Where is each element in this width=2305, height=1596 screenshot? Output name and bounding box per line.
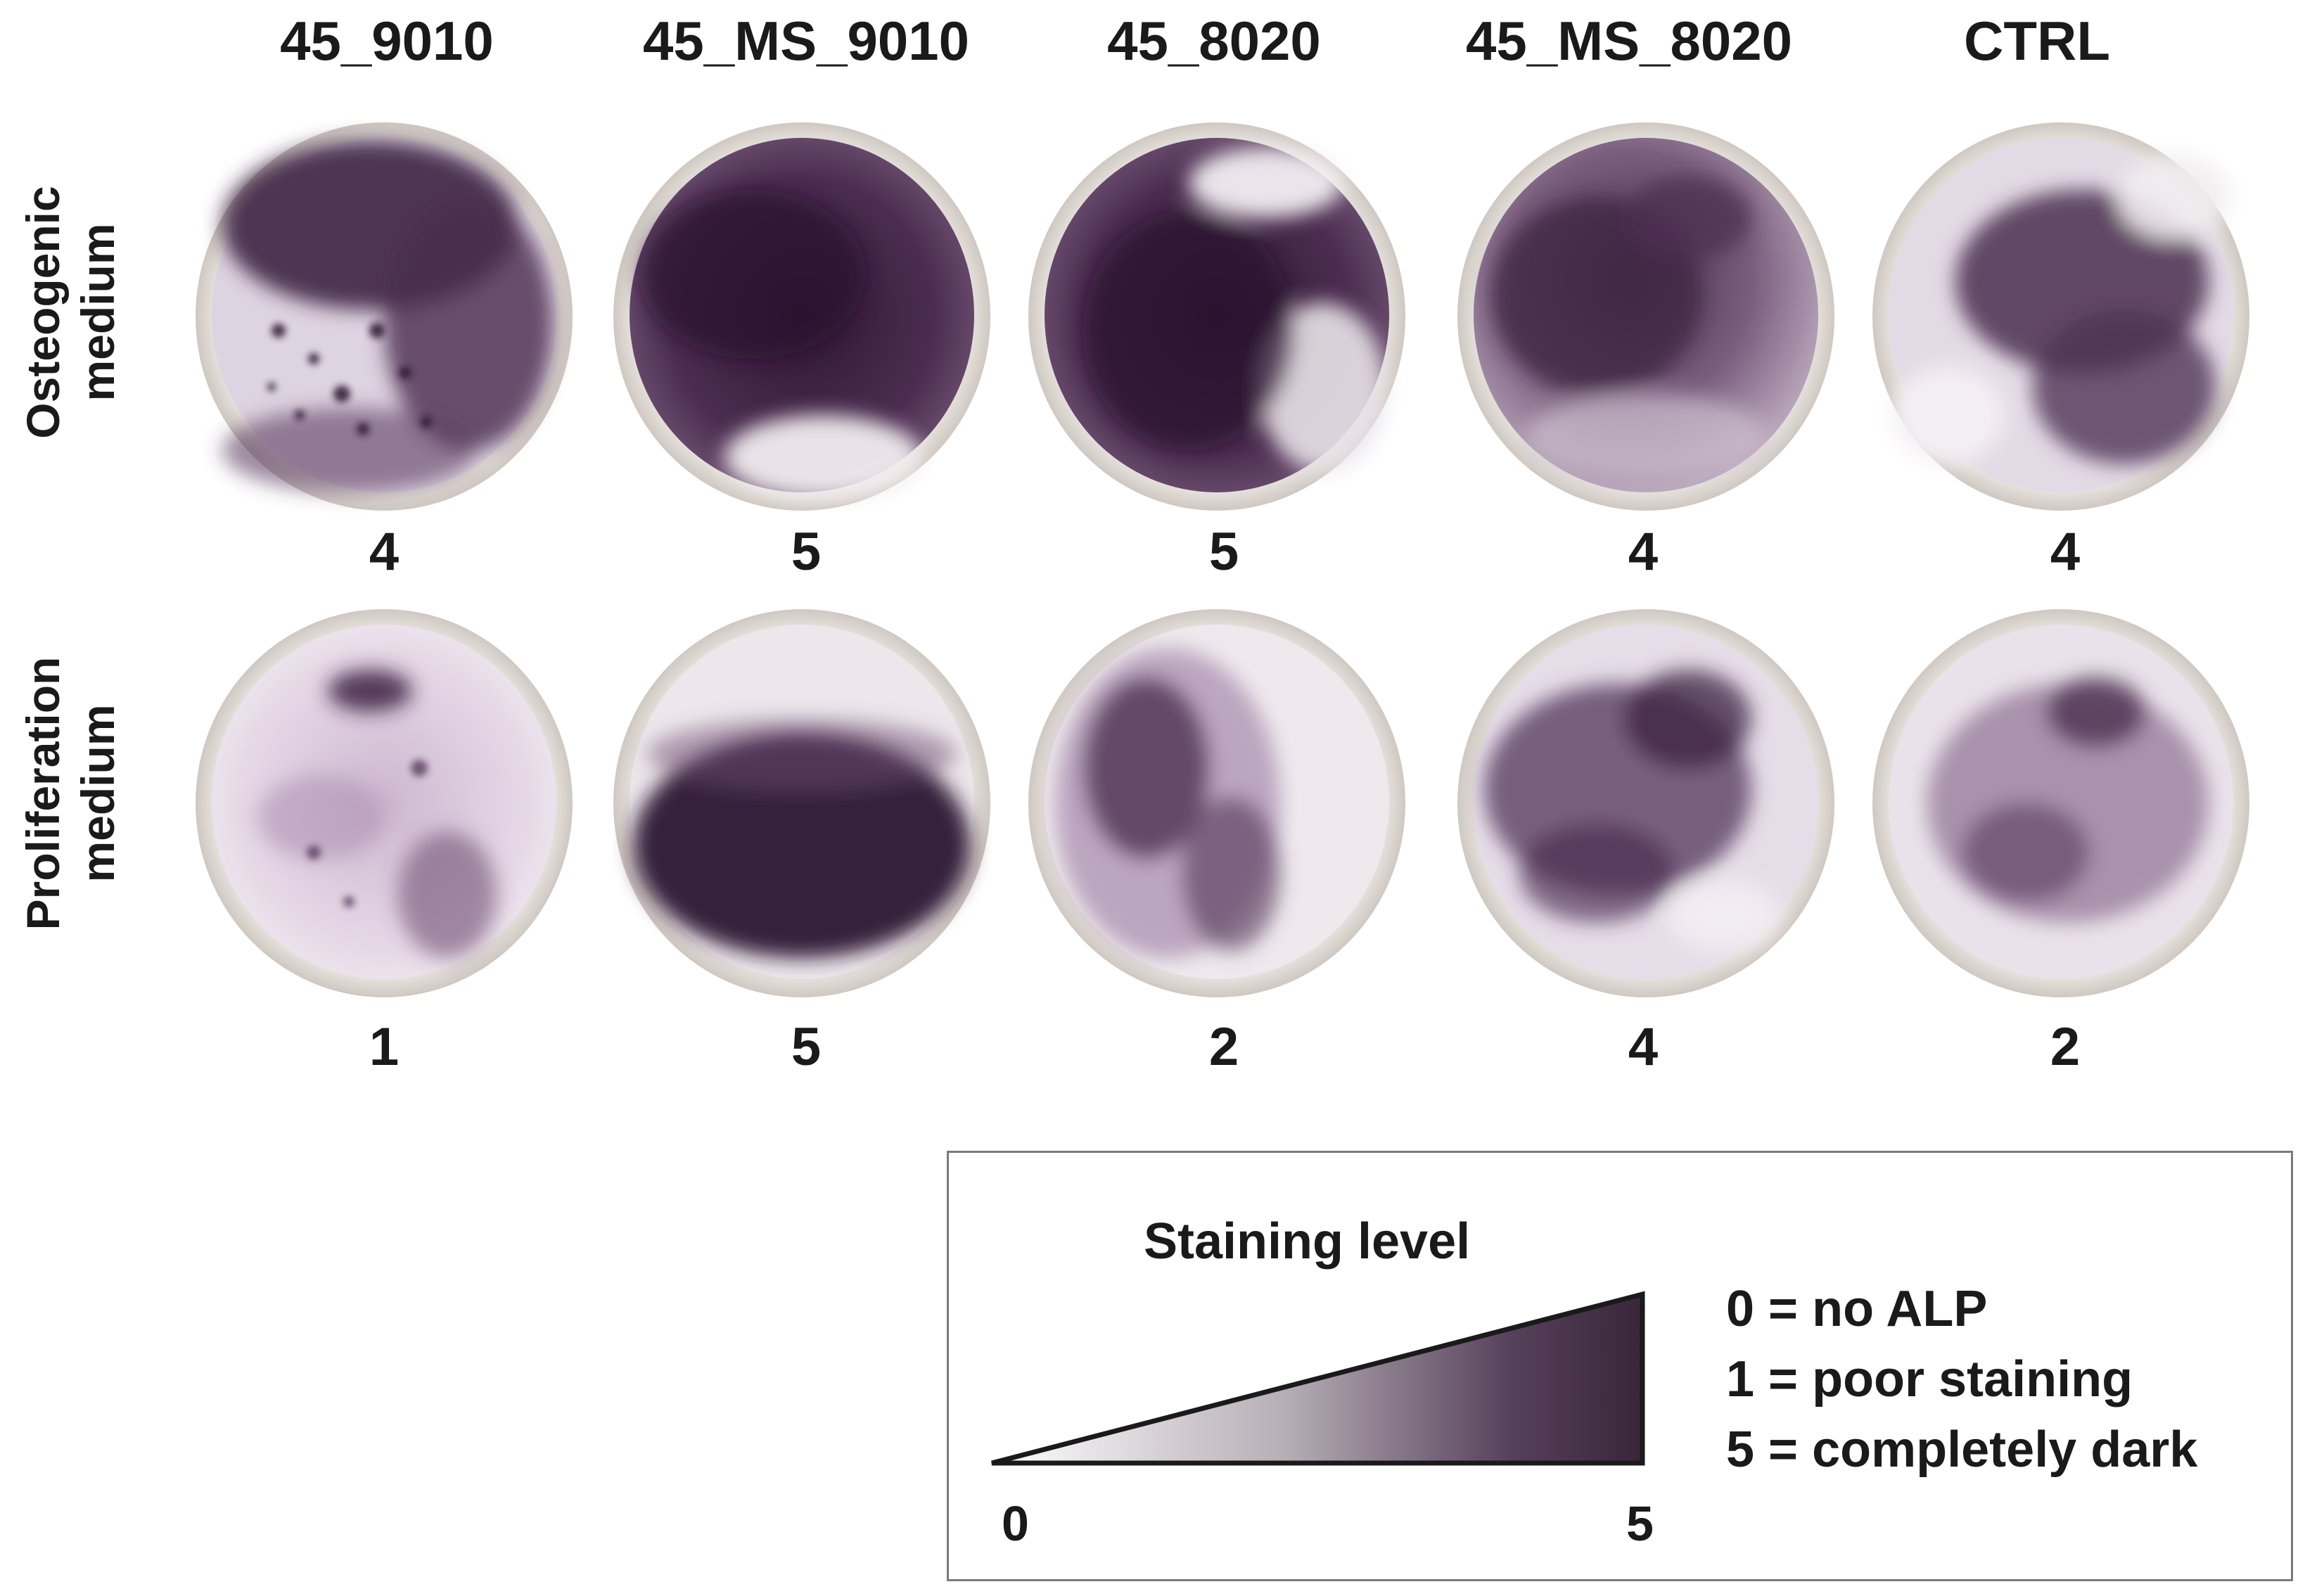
sample-dish-proliferation-45-9010 — [196, 609, 573, 997]
sample-dish-proliferation-45-8020 — [1028, 609, 1405, 997]
column-header-ctrl: CTRL — [1964, 10, 2110, 72]
sample-dish-proliferation-45-ms-8020 — [1457, 609, 1834, 997]
score-osteogenic-45-9010: 4 — [369, 522, 400, 582]
wedge-label-max: 5 — [1626, 1496, 1654, 1551]
sample-dish-osteogenic-ctrl — [1872, 122, 2249, 511]
score-osteogenic-45-8020: 5 — [1208, 522, 1239, 582]
wedge-label-min: 0 — [1002, 1496, 1029, 1551]
score-proliferation-45-ms-8020: 4 — [1628, 1017, 1659, 1077]
row-label-osteogenic: Osteogenic medium — [15, 115, 125, 509]
sample-dish-osteogenic-45-9010 — [196, 122, 573, 511]
row-label-osteogenic-line2: medium — [72, 223, 124, 402]
column-header-45-ms-8020: 45_MS_8020 — [1465, 10, 1793, 72]
legend-item-5: 5 = completely dark — [1726, 1422, 2198, 1478]
sample-dish-osteogenic-45-ms-8020 — [1457, 122, 1834, 511]
sample-dish-proliferation-ctrl — [1872, 609, 2249, 997]
column-header-45-8020: 45_8020 — [1107, 10, 1321, 72]
legend-title: Staining level — [1144, 1213, 1471, 1270]
score-proliferation-45-ms-9010: 5 — [791, 1017, 822, 1077]
score-osteogenic-45-ms-9010: 5 — [791, 522, 822, 582]
column-header-45-ms-9010: 45_MS_9010 — [642, 10, 970, 72]
score-proliferation-45-9010: 1 — [369, 1017, 400, 1077]
score-proliferation-45-8020: 2 — [1208, 1017, 1239, 1077]
sample-dish-osteogenic-45-ms-9010 — [613, 122, 990, 511]
legend-item-1: 1 = poor staining — [1726, 1351, 2133, 1407]
legend-item-0: 0 = no ALP — [1726, 1281, 1988, 1337]
score-osteogenic-ctrl: 4 — [2050, 522, 2081, 582]
row-label-proliferation-line2: medium — [72, 704, 124, 883]
sample-dish-proliferation-45-ms-9010 — [613, 609, 990, 997]
row-label-proliferation-line1: Proliferation — [17, 656, 69, 931]
column-header-45-9010: 45_9010 — [280, 10, 494, 72]
sample-dish-osteogenic-45-8020 — [1028, 122, 1405, 511]
score-osteogenic-45-ms-8020: 4 — [1628, 522, 1659, 582]
score-proliferation-ctrl: 2 — [2050, 1017, 2081, 1077]
row-label-osteogenic-line1: Osteogenic — [17, 186, 69, 439]
row-label-proliferation: Proliferation medium — [15, 596, 125, 990]
staining-gradient-wedge — [991, 1291, 1645, 1466]
